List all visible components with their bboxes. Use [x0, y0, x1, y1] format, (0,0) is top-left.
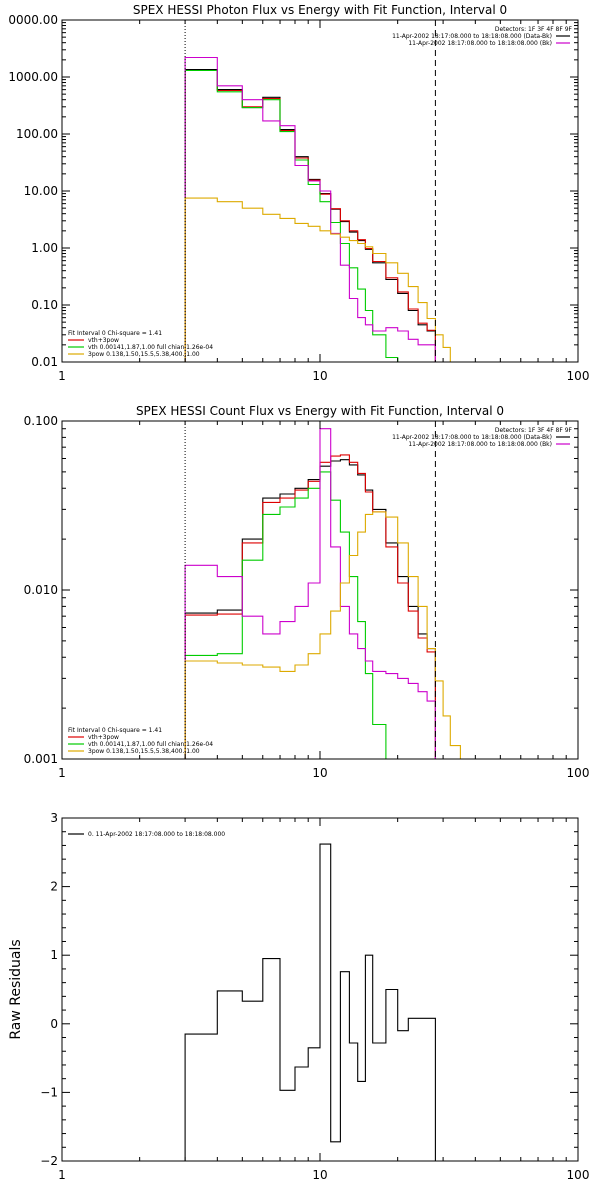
y-tick-label: 1.00	[31, 241, 58, 255]
legend-entry: 3pow 0.138,1.50,15.5,5.38,400.,1.00	[88, 748, 200, 755]
y-tick-label: 0.10	[31, 298, 58, 312]
legend-entry: Fit Interval 0 Chi-square = 1.41	[68, 727, 162, 734]
x-tick-label: 10	[312, 1168, 327, 1182]
x-tick-label: 10	[312, 369, 327, 383]
y-axis-label: Raw Residuals	[8, 939, 24, 1039]
x-tick-label: 1	[58, 369, 66, 383]
chart-title: SPEX HESSI Count Flux vs Energy with Fit…	[136, 404, 504, 418]
legend-entry: vth+3pow	[88, 734, 119, 741]
legend-entry: Fit Interval 0 Chi-square = 1.41	[68, 330, 162, 337]
series-line-1	[184, 454, 436, 759]
y-tick-label: 1	[50, 948, 58, 962]
series-line-0	[184, 459, 436, 759]
header-line: Detectors: 1F 3F 4F 8F 9F	[495, 427, 573, 434]
y-tick-label: 0.01	[31, 355, 58, 369]
y-tick-label: 0.001	[24, 752, 58, 766]
y-tick-label: 3	[50, 811, 58, 825]
y-tick-label: −2	[40, 1154, 58, 1168]
chart-title: SPEX HESSI Photon Flux vs Energy with Fi…	[133, 3, 507, 17]
y-tick-label: 10.00	[24, 184, 58, 198]
header-line: 11-Apr-2002 18:17:08.000 to 18:18:08.000…	[392, 33, 552, 40]
header-line: Detectors: 1F 3F 4F 8F 9F	[495, 26, 573, 33]
series-line-3	[184, 56, 436, 362]
y-tick-label: 1000.00	[8, 70, 58, 84]
header-line: 11-Apr-2002 18:17:08.000 to 18:18:08.000…	[392, 434, 552, 441]
series-line-0	[184, 69, 436, 362]
series-line-4	[184, 511, 471, 759]
series-line-1	[184, 69, 436, 362]
legend-entry: 0. 11-Apr-2002 18:17:08.000 to 18:18:08.…	[88, 831, 225, 838]
x-tick-label: 100	[567, 1168, 590, 1182]
series-line-2	[184, 471, 399, 759]
x-tick-label: 1	[58, 766, 66, 780]
chart-panel-2: Raw Residuals 1 10 100 −2 −1 0 1 2 3 0. 11-Apr-200…	[8, 811, 589, 1182]
y-tick-label: 2	[50, 880, 58, 894]
series-line-2	[184, 69, 399, 362]
y-tick-label: 0000.00	[8, 13, 58, 27]
y-tick-label: 0.100	[24, 414, 58, 428]
legend-entry: vth 0.00141,1.87,1.00 full chian 1.26e-0…	[88, 741, 213, 748]
y-tick-label: 100.00	[16, 127, 58, 141]
x-tick-label: 1	[58, 1168, 66, 1182]
y-tick-label: 0	[50, 1017, 58, 1031]
series-line-4	[184, 197, 461, 362]
y-tick-label: −1	[40, 1085, 58, 1099]
legend-entry: vth 0.00141,1.87,1.00 full chian 1.26e-0…	[88, 344, 213, 351]
header-line: 11-Apr-2002 18:17:08.000 to 18:18:08.000…	[408, 441, 552, 448]
chart-panel-1: SPEX HESSI Count Flux vs Energy with Fit…	[24, 404, 590, 780]
series-line-0	[184, 843, 436, 1161]
x-tick-label: 10	[312, 766, 327, 780]
y-tick-label: 0.010	[24, 583, 58, 597]
header-line: 11-Apr-2002 18:17:08.000 to 18:18:08.000…	[408, 40, 552, 47]
x-tick-label: 100	[567, 766, 590, 780]
legend-entry: 3pow 0.138,1.50,15.5,5.38,400.,1.00	[88, 351, 200, 358]
legend-entry: vth+3pow	[88, 337, 119, 344]
chart-panel-0: SPEX HESSI Photon Flux vs Energy with Fi…	[8, 3, 590, 383]
series-line-3	[184, 428, 436, 759]
x-tick-label: 100	[567, 369, 590, 383]
